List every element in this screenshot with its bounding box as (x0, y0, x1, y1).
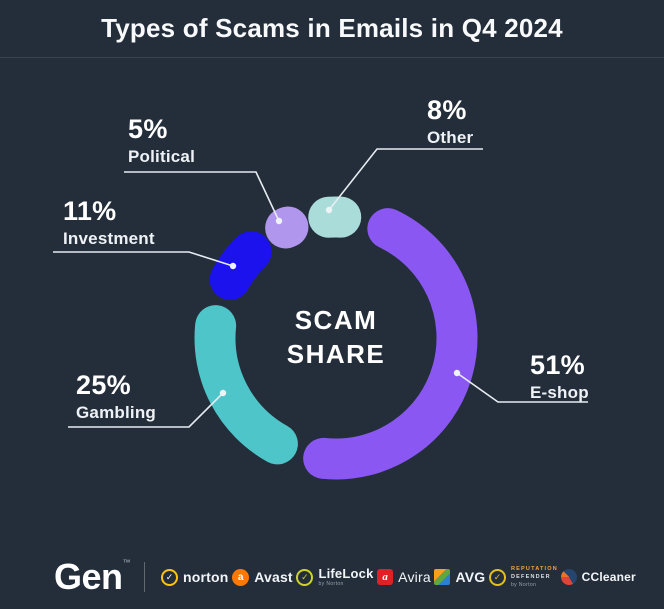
donut-segment-political (265, 206, 309, 249)
eshop-pct: 51% (530, 350, 585, 380)
gambling-name: Gambling (76, 403, 156, 422)
center-label-line2: SHARE (286, 339, 386, 369)
leader-dot-other (325, 206, 333, 214)
avast-label: Avast (254, 569, 293, 585)
brand-ccleaner: CCleaner (560, 569, 636, 585)
leader-dots (219, 206, 461, 397)
leader-line-investment (53, 251, 234, 267)
brand-logos: ✓ norton a Avast ✓ LifeLock by Norton a … (161, 566, 636, 587)
donut-segment-investment (209, 231, 272, 300)
leader-line-other (328, 148, 483, 211)
header: Types of Scams in Emails in Q4 2024 (0, 0, 664, 58)
investment-name: Investment (63, 229, 155, 248)
reputation-defender-icon: ✓ (489, 568, 506, 586)
lifelock-label: LifeLock (318, 566, 374, 581)
ccleaner-label: CCleaner (581, 570, 636, 584)
donut-segment-gambling (194, 305, 298, 465)
norton-icon: ✓ (161, 568, 179, 586)
norton-label: norton (183, 569, 229, 585)
label-political: 5% Political (128, 114, 195, 166)
label-eshop: 51% E-shop (530, 350, 589, 402)
avg-icon (434, 569, 451, 585)
avg-label: AVG (455, 569, 486, 585)
leader-dot-investment (229, 262, 237, 270)
brand-reputation-defender: ✓ REPUTATION DEFENDER by Norton (489, 566, 557, 587)
ccleaner-icon (560, 569, 577, 585)
center-label-line1: SCAM (294, 305, 378, 335)
gen-logo: Gen™ (54, 559, 130, 595)
brand-avast: a Avast (232, 568, 293, 586)
gen-logo-text: Gen (54, 556, 123, 597)
gambling-pct: 25% (76, 370, 131, 400)
leader-dot-gambling (219, 389, 227, 397)
brand-norton: ✓ norton (161, 568, 229, 586)
leader-dot-eshop (453, 369, 461, 377)
leader-dot-political (275, 217, 283, 225)
brand-avira: a Avira (377, 569, 431, 585)
avira-label: Avira (398, 569, 431, 585)
footer-brand-bar: Gen™ ✓ norton a Avast ✓ LifeLock by Nort… (0, 553, 664, 601)
leader-lines (53, 148, 588, 428)
donut-center-label: SCAM SHARE (236, 303, 436, 371)
political-pct: 5% (128, 114, 168, 144)
other-name: Other (427, 128, 474, 147)
label-investment: 11% Investment (63, 196, 155, 248)
reputation-defender-label-line1: REPUTATION (511, 566, 558, 573)
reputation-defender-sub: by Norton (511, 581, 537, 588)
leader-line-eshop (456, 372, 588, 403)
brand-lifelock: ✓ LifeLock by Norton (296, 567, 373, 587)
other-pct: 8% (427, 95, 467, 125)
label-other: 8% Other (427, 95, 474, 147)
leader-line-political (124, 171, 280, 222)
lifelock-sub: by Norton (318, 581, 344, 587)
investment-pct: 11% (63, 196, 117, 226)
lifelock-icon: ✓ (296, 568, 314, 586)
gen-trademark: ™ (122, 558, 131, 567)
donut-arcs (194, 196, 478, 480)
avast-icon: a (232, 568, 250, 586)
political-name: Political (128, 147, 195, 166)
brand-avg: AVG (434, 569, 485, 585)
leader-line-gambling (68, 392, 224, 428)
footer-divider (144, 562, 146, 592)
reputation-defender-label-line2: DEFENDER (511, 573, 551, 580)
avira-icon: a (377, 569, 394, 585)
eshop-name: E-shop (530, 383, 589, 402)
page-title: Types of Scams in Emails in Q4 2024 (101, 13, 563, 43)
donut-segment-e-shop (303, 208, 478, 480)
label-gambling: 25% Gambling (76, 370, 156, 422)
